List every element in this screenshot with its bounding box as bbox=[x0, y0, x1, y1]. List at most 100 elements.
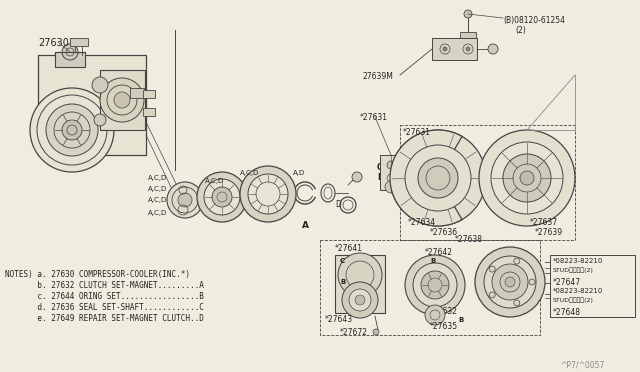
Text: NOTES) a. 27630 COMPRESSOR-COOLER(INC.*): NOTES) a. 27630 COMPRESSOR-COOLER(INC.*) bbox=[5, 270, 190, 279]
Text: C: C bbox=[377, 163, 383, 172]
Circle shape bbox=[488, 44, 498, 54]
Circle shape bbox=[466, 47, 470, 51]
Text: e. 27649 REPAIR SET-MAGNET CLUTCH..D: e. 27649 REPAIR SET-MAGNET CLUTCH..D bbox=[5, 314, 204, 323]
Text: (B)08120-61254: (B)08120-61254 bbox=[503, 16, 565, 25]
Circle shape bbox=[464, 10, 472, 18]
Text: D: D bbox=[335, 200, 341, 209]
Circle shape bbox=[421, 271, 449, 299]
Text: A,D: A,D bbox=[293, 170, 305, 176]
Text: B: B bbox=[340, 279, 345, 285]
Bar bbox=[38, 55, 146, 155]
Circle shape bbox=[342, 282, 378, 318]
Bar bbox=[130, 88, 144, 98]
Circle shape bbox=[514, 300, 520, 306]
Circle shape bbox=[387, 161, 395, 169]
Circle shape bbox=[520, 171, 534, 185]
Text: A,C,D: A,C,D bbox=[240, 170, 259, 176]
Text: C: C bbox=[340, 258, 345, 264]
Text: *27641: *27641 bbox=[335, 244, 363, 253]
Text: A,C,D: A,C,D bbox=[148, 175, 167, 181]
Circle shape bbox=[178, 193, 192, 207]
Bar bbox=[143, 108, 155, 116]
Circle shape bbox=[475, 247, 545, 317]
Bar bbox=[335, 255, 385, 313]
Text: *27642: *27642 bbox=[425, 248, 453, 257]
Text: STUDスタッド(2): STUDスタッド(2) bbox=[553, 267, 594, 273]
Bar bbox=[380, 155, 402, 190]
Circle shape bbox=[479, 130, 575, 226]
Circle shape bbox=[349, 289, 371, 311]
Circle shape bbox=[529, 279, 535, 285]
Circle shape bbox=[564, 280, 570, 286]
Text: *08223-82210: *08223-82210 bbox=[553, 288, 604, 294]
Bar bbox=[100, 70, 145, 130]
Circle shape bbox=[390, 130, 486, 226]
Text: B: B bbox=[430, 258, 435, 264]
Circle shape bbox=[62, 44, 78, 60]
Text: (2): (2) bbox=[515, 26, 525, 35]
Circle shape bbox=[405, 255, 465, 315]
Circle shape bbox=[489, 292, 495, 298]
Bar bbox=[432, 38, 477, 60]
Text: *27636: *27636 bbox=[430, 228, 458, 237]
Text: *27637: *27637 bbox=[530, 218, 558, 227]
Circle shape bbox=[564, 259, 570, 265]
Circle shape bbox=[425, 305, 445, 325]
Circle shape bbox=[167, 182, 203, 218]
Circle shape bbox=[489, 266, 495, 272]
Text: A: A bbox=[302, 221, 309, 230]
Circle shape bbox=[212, 187, 232, 207]
Text: *27632: *27632 bbox=[430, 307, 458, 316]
Circle shape bbox=[484, 256, 536, 308]
Circle shape bbox=[240, 166, 296, 222]
Text: c. 27644 ORING SET.................B: c. 27644 ORING SET.................B bbox=[5, 292, 204, 301]
Text: *27643: *27643 bbox=[325, 315, 353, 324]
Circle shape bbox=[94, 114, 106, 126]
Bar bbox=[320, 240, 540, 335]
Circle shape bbox=[505, 277, 515, 287]
Circle shape bbox=[338, 253, 382, 297]
Text: *27638: *27638 bbox=[455, 235, 483, 244]
Text: A,C,D: A,C,D bbox=[148, 197, 167, 203]
Wedge shape bbox=[438, 137, 486, 219]
Text: ^P7/^0057: ^P7/^0057 bbox=[560, 360, 604, 369]
Bar bbox=[460, 32, 476, 38]
Text: *27631: *27631 bbox=[403, 128, 431, 137]
Circle shape bbox=[373, 329, 379, 335]
Circle shape bbox=[92, 77, 108, 93]
Text: A,C,D: A,C,D bbox=[148, 186, 167, 192]
Bar bbox=[400, 125, 575, 240]
Text: d. 27636 SEAL SET-SHAFT............C: d. 27636 SEAL SET-SHAFT............C bbox=[5, 303, 204, 312]
Circle shape bbox=[62, 120, 82, 140]
Circle shape bbox=[418, 158, 458, 198]
Text: 27639M: 27639M bbox=[363, 72, 394, 81]
Text: B: B bbox=[458, 317, 463, 323]
Text: *27631: *27631 bbox=[360, 113, 388, 122]
Circle shape bbox=[355, 295, 365, 305]
Circle shape bbox=[248, 174, 288, 214]
Text: B: B bbox=[377, 173, 383, 182]
Circle shape bbox=[204, 179, 240, 215]
Circle shape bbox=[491, 142, 563, 214]
Text: *27639: *27639 bbox=[535, 228, 563, 237]
Text: A,C,D: A,C,D bbox=[148, 210, 167, 216]
Text: *27634: *27634 bbox=[408, 218, 436, 227]
Circle shape bbox=[514, 258, 520, 264]
Text: *27648: *27648 bbox=[553, 308, 581, 317]
Bar bbox=[70, 38, 88, 46]
Circle shape bbox=[492, 264, 528, 300]
Circle shape bbox=[443, 47, 447, 51]
Text: *27672: *27672 bbox=[340, 328, 368, 337]
Text: b. 27632 CLUTCH SET-MAGNET.........A: b. 27632 CLUTCH SET-MAGNET.........A bbox=[5, 281, 204, 290]
Circle shape bbox=[30, 88, 114, 172]
Bar bbox=[143, 90, 155, 98]
Circle shape bbox=[564, 270, 570, 276]
Circle shape bbox=[46, 104, 98, 156]
Circle shape bbox=[385, 181, 397, 193]
Circle shape bbox=[100, 78, 144, 122]
Circle shape bbox=[352, 172, 362, 182]
Circle shape bbox=[564, 291, 570, 297]
Text: 27630: 27630 bbox=[38, 38, 69, 48]
Bar bbox=[550, 255, 635, 317]
Text: *27647: *27647 bbox=[553, 278, 581, 287]
